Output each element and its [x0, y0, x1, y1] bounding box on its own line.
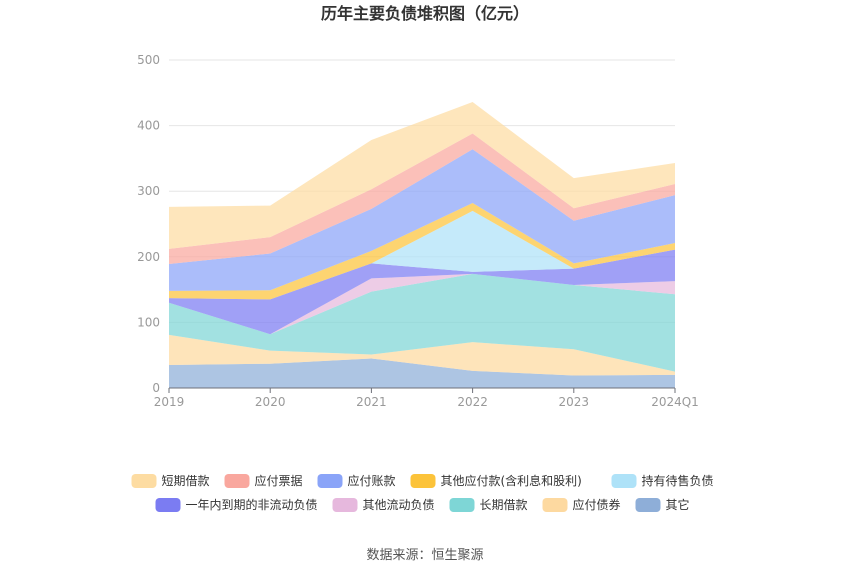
area-series-5 [169, 210, 675, 300]
area-series-2 [169, 273, 675, 372]
x-tick-label: 2022 [457, 395, 488, 409]
x-tick-label: 2021 [356, 395, 387, 409]
legend-swatch [224, 474, 250, 488]
y-tick-label: 400 [137, 119, 160, 133]
x-tick-label: 2019 [154, 395, 185, 409]
x-tick-label: 2020 [255, 395, 286, 409]
legend-swatch [131, 474, 157, 488]
legend-label: 短期借款 [162, 474, 210, 488]
x-tick-label: 2023 [559, 395, 590, 409]
area-series-4 [169, 249, 675, 335]
y-tick-label: 500 [137, 53, 160, 67]
legend-swatch [542, 498, 568, 512]
y-tick-label: 100 [137, 315, 160, 329]
legend-label: 应付账款 [348, 473, 396, 488]
legend-swatch [611, 474, 637, 488]
legend-swatch [410, 474, 436, 488]
chart-title: 历年主要负债堆积图（亿元） [321, 4, 529, 23]
area-series-9 [169, 102, 675, 249]
legend-label: 其他流动负债 [363, 498, 435, 512]
legend-label: 一年内到期的非流动负债 [186, 497, 318, 512]
legend-label: 长期借款 [480, 498, 528, 512]
y-tick-label: 200 [137, 250, 160, 264]
y-tick-label: 300 [137, 184, 160, 198]
y-tick-label: 0 [152, 381, 160, 395]
x-tick-label: 2024Q1 [651, 395, 699, 409]
legend-label: 其他应付款(含利息和股利) [441, 473, 582, 488]
area-series [169, 102, 675, 388]
legend: 短期借款 应付票据 应付账款 其他应付款(含利息和股利) 持有待售负债一年内到期的非流动… [131, 473, 714, 512]
legend-swatch [317, 474, 343, 488]
legend-label: 应付票据 [255, 473, 303, 488]
legend-swatch [155, 498, 181, 512]
legend-label: 其它 [666, 497, 690, 512]
legend-swatch [635, 498, 661, 512]
area-series-1 [169, 334, 675, 376]
area-series-7 [169, 149, 675, 291]
axes: 0 100 200 300 400 500 2019 2020 2021 2022 2023 2024… [137, 53, 699, 409]
area-series-8 [169, 133, 675, 264]
legend-label: 应付债券 [573, 497, 621, 512]
legend-swatch [332, 498, 358, 512]
data-source: 数据来源：恒生聚源 [366, 548, 483, 563]
legend-label: 持有待售负债 [642, 473, 714, 488]
area-series-0 [169, 358, 675, 388]
legend-swatch [449, 498, 475, 512]
